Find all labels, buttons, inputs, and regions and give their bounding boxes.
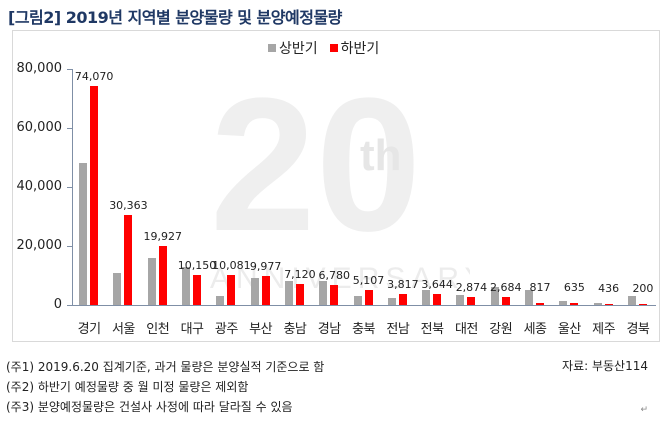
bar-second-half: [193, 275, 202, 305]
x-tick-label: 광주: [214, 322, 238, 337]
footnotes: (주1) 2019.6.20 집계기준, 과거 물량은 분양실적 기준으로 함 …: [6, 357, 324, 417]
footnote-2: (주2) 하반기 예정물량 중 월 미정 물량은 제외함: [6, 380, 249, 394]
bar-second-half: [638, 304, 647, 305]
y-tick-label: 60,000: [16, 120, 63, 135]
x-tick-label: 충남: [283, 322, 307, 337]
y-tick-label: 0: [53, 297, 62, 312]
bar-first-half: [113, 272, 122, 305]
bar-second-half: [604, 303, 613, 305]
data-label: 2,874: [455, 280, 488, 294]
bar-first-half: [593, 303, 602, 305]
x-tick-label: 대구: [180, 322, 204, 337]
bar-first-half: [387, 297, 396, 305]
bar-second-half: [295, 283, 304, 305]
x-tick-label: 제주: [592, 322, 616, 337]
data-label: 3,817: [387, 277, 419, 291]
bar-first-half: [559, 301, 568, 305]
bar-second-half: [364, 289, 373, 305]
data-label: 9,977: [249, 259, 282, 273]
data-label: 3,644: [421, 278, 453, 292]
data-label: 10,150: [177, 259, 217, 273]
x-tick-label: 충북: [352, 322, 375, 337]
bar-first-half: [284, 281, 293, 305]
legend-swatch-gray-icon: [268, 44, 276, 52]
y-axis: [72, 69, 73, 305]
bar-second-half: [501, 297, 510, 305]
legend-label: 하반기: [340, 41, 380, 57]
data-label: 10,081: [212, 259, 251, 273]
bar-second-half: [124, 215, 133, 305]
y-tick: [67, 128, 72, 129]
data-label: 635: [563, 281, 585, 295]
bar-second-half: [158, 246, 167, 305]
y-tick: [67, 305, 72, 306]
data-label: 5,107: [352, 273, 385, 287]
data-label: 2,684: [490, 281, 522, 295]
bar-second-half: [330, 284, 339, 305]
bar-first-half: [79, 163, 88, 305]
bar-second-half: [536, 302, 545, 305]
bar-first-half: [490, 287, 499, 305]
y-tick: [67, 187, 72, 188]
bar-first-half: [422, 290, 431, 305]
data-label: 19,927: [143, 230, 183, 244]
figure-title: [그림2] 2019년 지역별 분양물량 및 분양예정물량: [8, 8, 342, 27]
paragraph-mark-icon: ↵: [640, 405, 648, 415]
y-tick: [67, 246, 72, 247]
chart-legend: 상반기 하반기: [268, 38, 379, 58]
x-tick-label: 경북: [626, 322, 650, 337]
y-tick-label: 40,000: [16, 179, 63, 194]
bar-second-half: [261, 275, 270, 305]
data-label: 6,780: [318, 268, 351, 282]
bar-second-half: [570, 303, 579, 305]
bar-first-half: [456, 294, 465, 305]
data-label: 30,363: [109, 199, 148, 213]
x-tick-label: 경기: [77, 322, 101, 337]
y-tick-label: 20,000: [16, 238, 63, 253]
x-tick-label: 부산: [249, 322, 273, 337]
x-tick-label: 울산: [557, 322, 581, 337]
legend-item-second-half: 하반기: [329, 38, 380, 58]
x-tick-label: 강원: [489, 322, 513, 337]
x-tick-label: 인천: [146, 322, 170, 337]
bar-second-half: [227, 275, 236, 305]
bar-first-half: [353, 296, 362, 305]
y-tick: [67, 69, 72, 70]
x-tick-label: 대전: [454, 322, 478, 337]
x-tick-label: 세종: [523, 322, 547, 337]
data-label: 817: [529, 280, 551, 294]
footnote-1: (주1) 2019.6.20 집계기준, 과거 물량은 분양실적 기준으로 함: [6, 360, 325, 374]
x-axis: [72, 305, 656, 306]
x-tick-label: 서울: [111, 322, 135, 337]
bar-first-half: [627, 296, 636, 305]
bar-first-half: [216, 296, 225, 305]
bar-second-half: [90, 86, 99, 305]
bar-first-half: [525, 290, 534, 305]
x-tick-label: 경남: [317, 322, 341, 337]
y-tick-label: 80,000: [16, 61, 63, 76]
legend-swatch-red-icon: [329, 44, 338, 52]
bar-second-half: [433, 294, 442, 305]
bar-first-half: [319, 281, 328, 305]
data-label: 7,120: [284, 267, 316, 281]
data-label: 74,070: [74, 70, 114, 84]
bar-first-half: [182, 266, 191, 305]
bar-second-half: [467, 296, 476, 305]
bar-first-half: [147, 257, 156, 305]
footnote-3: (주3) 분양예정물량은 건설사 사정에 따라 달라질 수 있음: [6, 400, 293, 414]
data-label: 436: [598, 281, 620, 295]
x-tick-label: 전북: [420, 322, 444, 337]
legend-item-first-half: 상반기: [268, 38, 318, 58]
bar-first-half: [250, 278, 259, 305]
x-tick-label: 전남: [386, 322, 410, 337]
legend-label: 상반기: [279, 41, 318, 57]
source-note: 자료: 부동산114: [562, 359, 648, 373]
bar-second-half: [398, 293, 407, 305]
data-label: 200: [632, 282, 654, 295]
